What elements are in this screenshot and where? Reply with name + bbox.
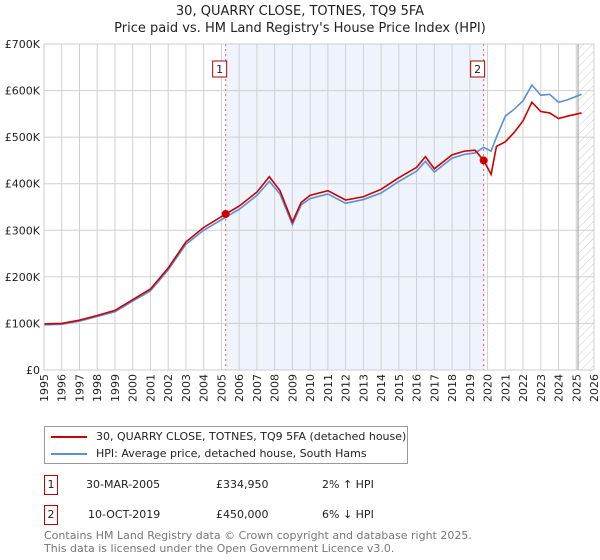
transaction-hpi: 6% ↓ HPI (322, 508, 374, 521)
sale-point (221, 210, 230, 219)
x-tick-label: 2012 (340, 374, 353, 402)
x-tick-label: 2017 (428, 374, 441, 402)
x-tick-label: 2006 (233, 374, 246, 402)
x-tick-label: 2021 (499, 374, 512, 402)
x-tick-label: 2007 (251, 374, 264, 402)
sale-annotation-box (212, 60, 228, 78)
transaction-row: 1 30-MAR-2005 £334,950 2% ↑ HPI (44, 475, 464, 495)
transaction-date: 10-OCT-2019 (88, 508, 161, 521)
sale-annotation-box (470, 60, 486, 78)
x-tick-label: 2023 (535, 374, 548, 402)
x-tick-label: 2019 (464, 374, 477, 402)
x-tick-label: 2002 (162, 374, 175, 402)
x-tick-label: 2015 (393, 374, 406, 402)
legend-swatch-hpi (51, 453, 87, 455)
x-tick-label: 1998 (91, 374, 104, 402)
transaction-badge: 1 (44, 475, 58, 495)
ownership-period-shading (225, 44, 484, 370)
x-tick-label: 2003 (180, 374, 193, 402)
plot-frame (43, 43, 595, 371)
legend-swatch-property (51, 436, 87, 438)
footer-licence: This data is licensed under the Open Gov… (44, 542, 395, 555)
y-tick-label: £500K (5, 131, 41, 144)
x-tick-label: 1996 (56, 374, 69, 402)
x-tick-label: 2009 (286, 374, 299, 402)
y-tick-label: £0 (26, 364, 40, 377)
x-tick-label: 1999 (109, 374, 122, 402)
series-line-property (43, 100, 582, 325)
x-tick-label: 2008 (269, 374, 282, 402)
series-line-hpi (43, 83, 582, 326)
x-tick-label: 2014 (375, 374, 388, 402)
chart-subtitle: Price paid vs. HM Land Registry's House … (114, 21, 486, 36)
transaction-date: 30-MAR-2005 (86, 478, 161, 491)
x-tick-label: 2026 (588, 374, 600, 402)
x-tick-label: 2016 (411, 374, 424, 402)
chart-legend: 30, QUARRY CLOSE, TOTNES, TQ9 5FA (detac… (44, 426, 408, 464)
y-tick-label: £600K (5, 85, 41, 98)
legend-label-property: 30, QUARRY CLOSE, TOTNES, TQ9 5FA (detac… (96, 430, 407, 443)
sale-annotation-label: 2 (474, 63, 481, 76)
footer-copyright: Contains HM Land Registry data © Crown c… (44, 529, 472, 542)
y-tick-label: £700K (5, 38, 41, 51)
transaction-price: £450,000 (216, 508, 269, 521)
x-tick-label: 2024 (553, 374, 566, 402)
x-tick-label: 2000 (127, 374, 140, 402)
legend-label-hpi: HPI: Average price, detached house, Sout… (96, 447, 367, 460)
y-tick-label: £200K (5, 271, 41, 284)
y-tick-label: £400K (5, 178, 41, 191)
sale-annotation-label: 1 (216, 63, 223, 76)
chart-title: 30, QUARRY CLOSE, TOTNES, TQ9 5FA (175, 4, 425, 19)
x-tick-label: 2001 (144, 374, 157, 402)
x-tick-label: 2005 (215, 374, 228, 402)
transaction-hpi: 2% ↑ HPI (322, 478, 374, 491)
x-tick-label: 2022 (517, 374, 530, 402)
x-tick-label: 2013 (357, 374, 370, 402)
transaction-row: 2 10-OCT-2019 £450,000 6% ↓ HPI (44, 505, 464, 525)
x-tick-label: 1995 (38, 374, 51, 402)
transaction-badge: 2 (44, 505, 58, 525)
x-tick-label: 2004 (198, 374, 211, 402)
price-chart: 1995 1996 1997 1998 1999 2000 2001 2002 2003 2004… (5, 38, 600, 402)
footer: Contains HM Land Registry data © Crown c… (44, 529, 472, 555)
y-tick-label: £100K (5, 317, 41, 330)
x-tick-label: 2018 (446, 374, 459, 402)
x-tick-label: 1997 (73, 374, 86, 402)
x-tick-label: 2010 (304, 374, 317, 402)
x-tick-label: 2020 (482, 374, 495, 402)
transaction-price: £334,950 (216, 478, 269, 491)
x-tick-label: 2025 (570, 374, 583, 402)
y-tick-label: £300K (5, 224, 41, 237)
sale-point (479, 156, 488, 165)
x-tick-label: 2011 (322, 374, 335, 402)
forecast-hatch (578, 44, 594, 370)
